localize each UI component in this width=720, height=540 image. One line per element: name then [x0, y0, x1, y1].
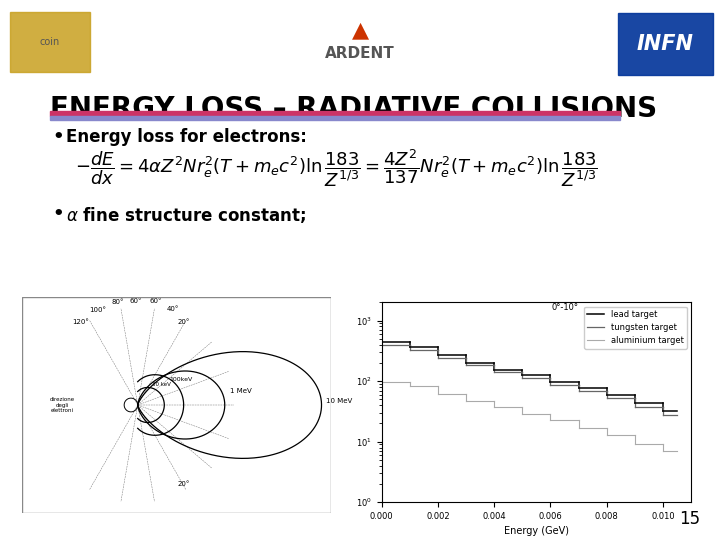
Text: 120°: 120°: [72, 319, 89, 325]
Bar: [22, 297, 331, 513]
Text: $\alpha$ fine structure constant;: $\alpha$ fine structure constant;: [66, 205, 306, 225]
Text: •: •: [52, 128, 63, 146]
X-axis label: Energy (GeV): Energy (GeV): [504, 526, 569, 536]
Text: ENERGY LOSS – RADIATIVE COLLISIONS: ENERGY LOSS – RADIATIVE COLLISIONS: [50, 95, 657, 123]
Text: 100keV: 100keV: [169, 377, 192, 382]
Text: 60°: 60°: [150, 298, 162, 304]
Bar: [10, 12, 90, 72]
Bar: [50, 111, 620, 116]
Text: 20°: 20°: [177, 319, 190, 325]
Text: 30 keV: 30 keV: [152, 382, 171, 387]
Text: $-\dfrac{dE}{dx} = 4\alpha Z^2 N r_e^2 (T + m_e c^2) \ln\dfrac{183}{Z^{1/3}} = \: $-\dfrac{dE}{dx} = 4\alpha Z^2 N r_e^2 (…: [75, 147, 598, 189]
Text: •: •: [52, 205, 63, 223]
Bar: [0, 0, 720, 80]
Text: Energy loss for electrons:: Energy loss for electrons:: [66, 128, 307, 146]
Text: 0°-10°: 0°-10°: [551, 303, 578, 312]
Legend: lead target, tungsten target, aluminium target: lead target, tungsten target, aluminium …: [584, 307, 687, 348]
Text: direzione
degli
elettroni: direzione degli elettroni: [50, 397, 76, 413]
Text: INFN: INFN: [636, 34, 693, 54]
Bar: [50, 116, 620, 120]
Text: 1 MeV: 1 MeV: [230, 388, 251, 394]
Text: 100°: 100°: [89, 307, 107, 313]
Bar: [618, 13, 713, 75]
Text: coin: coin: [40, 37, 60, 47]
Text: ARDENT: ARDENT: [325, 45, 395, 60]
Text: 80°: 80°: [111, 299, 124, 305]
Text: ▲: ▲: [351, 20, 369, 40]
Text: 60°: 60°: [129, 298, 142, 304]
Text: 40°: 40°: [166, 306, 179, 312]
Text: 15: 15: [679, 510, 700, 528]
Text: 10 MeV: 10 MeV: [326, 398, 353, 404]
Text: 20°: 20°: [177, 481, 190, 487]
